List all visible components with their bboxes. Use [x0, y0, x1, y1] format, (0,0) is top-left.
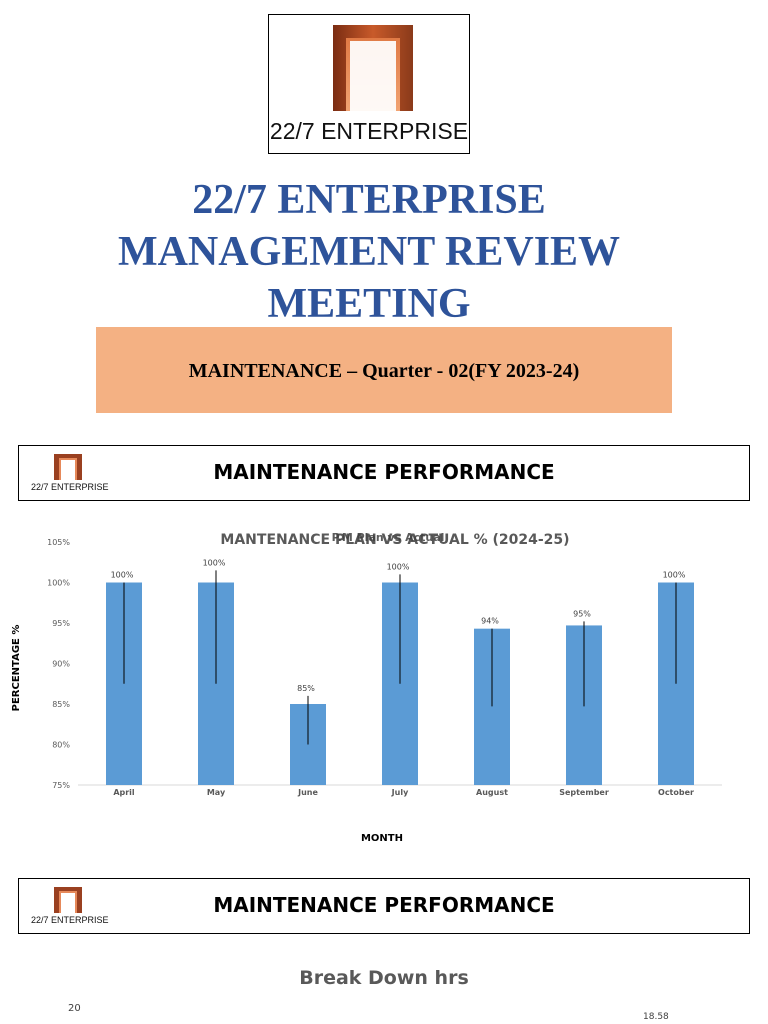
x-tick-label: May	[207, 788, 226, 797]
x-tick-label: September	[559, 788, 609, 797]
data-label: 95%	[573, 609, 591, 618]
data-label: 100%	[387, 562, 410, 571]
section-header-2: 22/7 ENTERPRISE MAINTENANCE PERFORMANCE	[18, 878, 750, 934]
y-tick-label: 90%	[52, 660, 70, 669]
title-line-3: MEETING	[0, 278, 738, 330]
y-tick-label: 80%	[52, 741, 70, 750]
x-tick-label: April	[113, 788, 135, 797]
y-tick-label: 105%	[47, 538, 70, 547]
data-label: 100%	[203, 558, 226, 567]
logo-text: 22/7 ENTERPRISE	[269, 118, 469, 145]
title-line-1: 22/7 ENTERPRISE	[0, 174, 738, 226]
quarter-banner: MAINTENANCE – Quarter - 02(FY 2023-24)	[96, 327, 672, 413]
company-logo: 22/7 ENTERPRISE	[268, 14, 470, 154]
maintenance-chart: MANTENANCE PLAN VS ACTUAL % (2024-25) P.M…	[0, 520, 768, 860]
x-tick-label: August	[476, 788, 508, 797]
data-label: 100%	[663, 571, 686, 580]
section-title: MAINTENANCE PERFORMANCE	[19, 460, 749, 484]
data-label: 100%	[111, 571, 134, 580]
x-tick-label: June	[297, 788, 318, 797]
x-tick-label: October	[658, 788, 694, 797]
quarter-banner-text: MAINTENANCE – Quarter - 02(FY 2023-24)	[96, 360, 672, 383]
y-axis-title: PERCENTAGE %	[11, 625, 22, 712]
y-tick-label: 85%	[52, 700, 70, 709]
chart-overlay-title: P.M Plan vs Actual	[332, 531, 445, 544]
breakdown-value-label: 18.58	[643, 1012, 669, 1022]
breakdown-axis-tick: 20	[68, 1003, 81, 1014]
section-header-1: 22/7 ENTERPRISE MAINTENANCE PERFORMANCE	[18, 445, 750, 501]
y-tick-label: 75%	[52, 781, 70, 790]
x-axis-title: MONTH	[361, 833, 403, 844]
x-tick-label: July	[391, 788, 409, 797]
title-line-2: MANAGEMENT REVIEW	[0, 226, 738, 278]
chart-svg: MANTENANCE PLAN VS ACTUAL % (2024-25)P.M…	[0, 520, 768, 860]
data-label: 85%	[297, 684, 315, 693]
y-tick-label: 95%	[52, 619, 70, 628]
data-label: 94%	[481, 617, 499, 626]
page-title: 22/7 ENTERPRISE MANAGEMENT REVIEW MEETIN…	[0, 174, 738, 330]
section-title: MAINTENANCE PERFORMANCE	[19, 893, 749, 917]
breakdown-chart-title: Break Down hrs	[0, 967, 768, 989]
y-tick-label: 100%	[47, 579, 70, 588]
arch-logo-icon	[333, 25, 413, 115]
